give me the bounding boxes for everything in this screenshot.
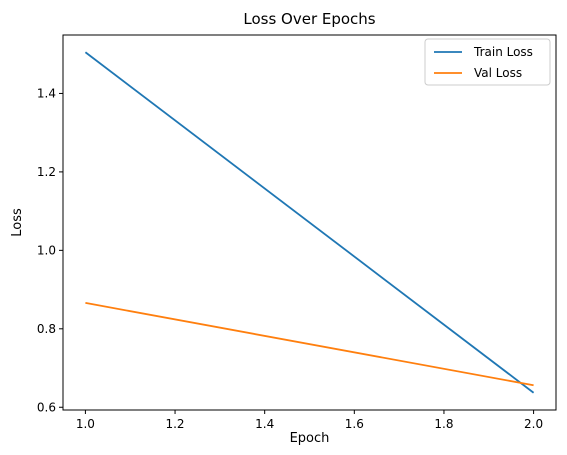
series-lines (84, 51, 535, 394)
x-tick-label: 1.8 (434, 417, 453, 431)
x-tick-label: 1.2 (165, 417, 184, 431)
x-tick-label: 1.0 (76, 417, 95, 431)
x-tick-label: 1.4 (255, 417, 274, 431)
y-axis-ticks: 0.6 0.8 1.0 1.2 1.4 (37, 86, 63, 414)
x-tick-label: 1.6 (345, 417, 364, 431)
chart-title: Loss Over Epochs (243, 10, 375, 28)
legend: Train Loss Val Loss (424, 38, 551, 86)
legend-label-train-loss: Train Loss (473, 45, 533, 59)
series-line-val-loss (85, 302, 534, 387)
series-line-train-loss (84, 51, 535, 394)
legend-label-val-loss: Val Loss (474, 66, 522, 80)
x-tick-label: 2.0 (524, 417, 543, 431)
y-tick-label: 1.0 (37, 243, 56, 257)
x-axis-label: Epoch (290, 431, 330, 446)
y-tick-label: 0.6 (37, 400, 56, 414)
x-axis-ticks: 1.0 1.2 1.4 1.6 1.8 2.0 (76, 410, 543, 431)
y-axis-label: Loss (10, 208, 25, 237)
legend-items: Train Loss Val Loss (434, 45, 533, 80)
y-tick-label: 0.8 (37, 322, 56, 336)
y-tick-label: 1.4 (37, 86, 56, 100)
y-tick-label: 1.2 (37, 165, 56, 179)
